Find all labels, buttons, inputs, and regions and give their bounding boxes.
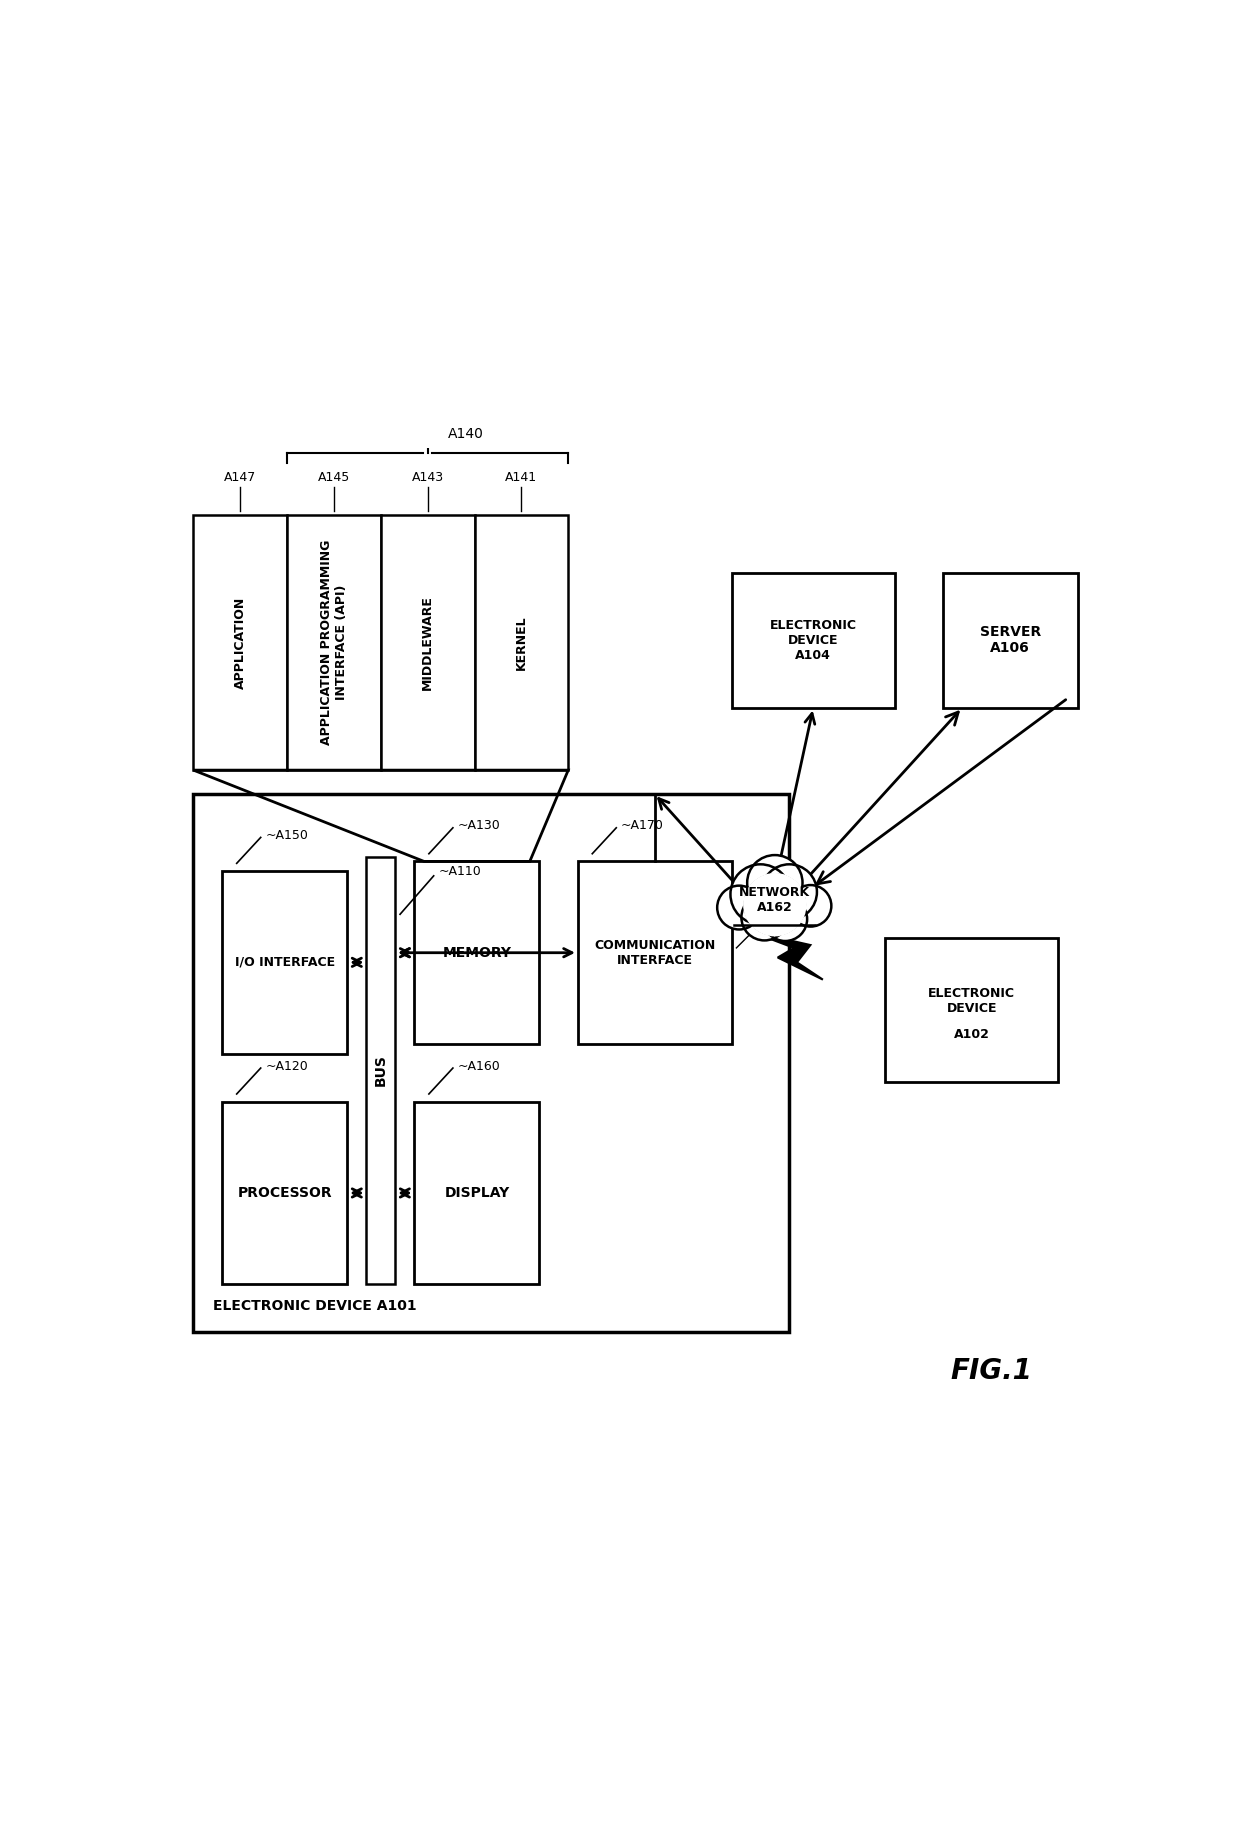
Text: NETWORK
A162: NETWORK A162 <box>739 886 811 914</box>
Text: ELECTRONIC DEVICE A101: ELECTRONIC DEVICE A101 <box>213 1298 417 1313</box>
Bar <box>222 1102 347 1284</box>
Circle shape <box>790 885 831 927</box>
Text: A102: A102 <box>954 1028 990 1041</box>
Text: A140: A140 <box>448 427 484 441</box>
Circle shape <box>764 897 807 942</box>
Circle shape <box>745 875 805 934</box>
Bar <box>414 861 539 1045</box>
Text: A147: A147 <box>224 471 257 484</box>
Bar <box>414 1102 539 1284</box>
Circle shape <box>742 894 787 940</box>
Text: MEMORY: MEMORY <box>443 945 511 960</box>
Text: ~A160: ~A160 <box>458 1059 501 1072</box>
Bar <box>222 872 347 1054</box>
Bar <box>732 574 895 708</box>
Bar <box>288 515 381 771</box>
Text: SERVER
A106: SERVER A106 <box>980 625 1040 655</box>
Text: ELECTRONIC
DEVICE
A104: ELECTRONIC DEVICE A104 <box>770 620 857 662</box>
Text: PROCESSOR: PROCESSOR <box>237 1186 332 1201</box>
Text: A141: A141 <box>506 471 537 484</box>
Circle shape <box>748 855 802 910</box>
Bar <box>578 861 732 1045</box>
Text: ELECTRONIC
DEVICE: ELECTRONIC DEVICE <box>929 988 1016 1015</box>
Text: APPLICATION PROGRAMMING
INTERFACE (API): APPLICATION PROGRAMMING INTERFACE (API) <box>320 541 348 745</box>
Text: ~A130: ~A130 <box>458 820 501 833</box>
Text: DISPLAY: DISPLAY <box>444 1186 510 1201</box>
Text: FIG.1: FIG.1 <box>950 1357 1032 1385</box>
Text: COMMUNICATION
INTERFACE: COMMUNICATION INTERFACE <box>594 938 715 967</box>
Circle shape <box>743 874 806 936</box>
Bar <box>193 794 789 1331</box>
Bar <box>885 938 1058 1083</box>
Circle shape <box>730 864 790 925</box>
Bar <box>193 515 288 771</box>
Text: ~A170: ~A170 <box>621 820 663 833</box>
Polygon shape <box>751 932 823 980</box>
Text: ~A164: ~A164 <box>775 903 817 916</box>
Text: MIDDLEWARE: MIDDLEWARE <box>422 596 434 690</box>
Text: BUS: BUS <box>373 1054 388 1087</box>
Text: A145: A145 <box>317 471 350 484</box>
Text: A143: A143 <box>412 471 444 484</box>
Circle shape <box>717 886 761 929</box>
Bar <box>475 515 568 771</box>
Text: ~A110: ~A110 <box>439 864 481 877</box>
Text: ~A150: ~A150 <box>265 829 309 842</box>
Text: ~A120: ~A120 <box>265 1059 309 1072</box>
Circle shape <box>761 864 817 920</box>
Text: KERNEL: KERNEL <box>515 616 528 669</box>
Bar <box>367 857 396 1284</box>
Text: I/O INTERFACE: I/O INTERFACE <box>234 956 335 969</box>
Bar <box>942 574 1078 708</box>
Text: APPLICATION: APPLICATION <box>234 596 247 690</box>
Bar <box>381 515 475 771</box>
